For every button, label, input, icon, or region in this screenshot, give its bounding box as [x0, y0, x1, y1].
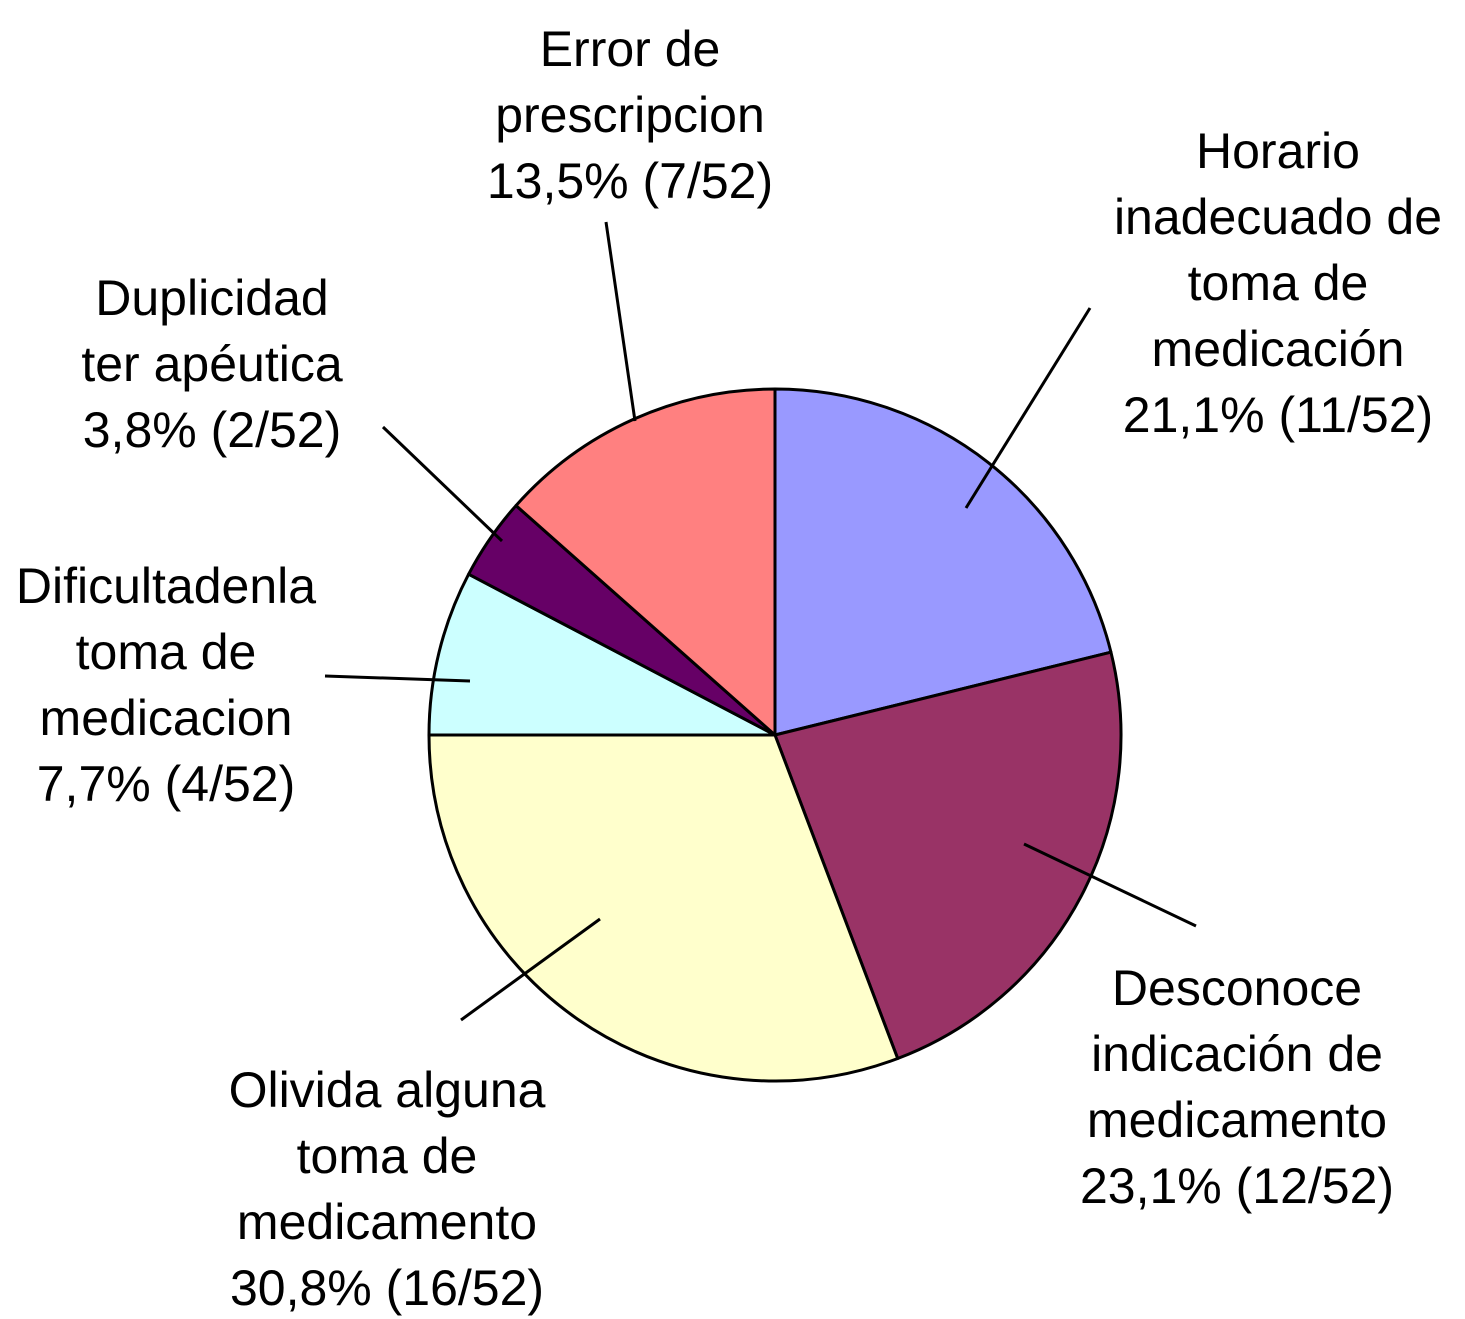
slice-label-line: 3,8% (2/52) — [83, 402, 341, 458]
slice-label-line: ter apéutica — [81, 336, 342, 392]
slice-label-line: toma de — [76, 624, 257, 680]
slice-label-line: Horario — [1196, 123, 1360, 179]
slice-label-line: toma de — [297, 1128, 478, 1184]
slice-label-line: 7,7% (4/52) — [37, 756, 295, 812]
slice-label-line: Error de — [540, 21, 721, 77]
slice-label-line: medicacion — [40, 690, 293, 746]
slice-label-line: toma de — [1188, 255, 1369, 311]
slice-label-line: prescripcion — [495, 87, 765, 143]
leader-line-1 — [1023, 842, 1197, 928]
pie-slice-0 — [773, 387, 1113, 737]
slice-label-line: medicamento — [1087, 1092, 1387, 1148]
leader-line-4 — [381, 425, 504, 543]
slice-label-line: medicamento — [237, 1194, 537, 1250]
slice-label-line: 30,8% (16/52) — [230, 1260, 544, 1316]
slice-label-line: Desconoce — [1112, 960, 1362, 1016]
slice-label-1: Desconoce indicación de medicamento 23,1% (… — [1080, 960, 1394, 1214]
slice-label-line: 13,5% (7/52) — [487, 153, 773, 209]
slice-label-5: Error de prescripcion 13,5% (7/52) — [487, 21, 773, 209]
slice-label-line: inadecuado de — [1114, 189, 1442, 245]
slice-label-3: Dificultadenla toma de medicacion 7,7% (4/5… — [16, 558, 316, 812]
pie-slice-3 — [427, 572, 777, 737]
leader-lines — [324, 221, 1197, 1022]
pie-slice-2 — [427, 733, 900, 1083]
slice-label-line: 21,1% (11/52) — [1123, 387, 1433, 443]
slice-labels: Horario inadecuado de toma de medicación 21,… — [16, 21, 1442, 1316]
leader-line-3 — [324, 674, 471, 683]
pie-slice-1 — [773, 650, 1123, 1061]
slice-label-0: Horario inadecuado de toma de medicación 21,… — [1114, 123, 1442, 443]
slice-label-line: indicación de — [1091, 1026, 1383, 1082]
slice-label-line: Duplicidad — [95, 270, 328, 326]
slice-label-line: medicación — [1152, 321, 1405, 377]
leader-line-2 — [460, 917, 601, 1022]
leader-line-5 — [604, 221, 637, 422]
slice-label-line: 23,1% (12/52) — [1080, 1158, 1394, 1214]
pie-slice-5 — [514, 387, 777, 737]
slice-label-2: Olivida alguna toma de medicamento 30,8% (1… — [229, 1062, 546, 1316]
slice-label-line: Dificultadenla — [16, 558, 316, 614]
leader-line-0 — [964, 307, 1092, 509]
pie-slices — [427, 387, 1123, 1083]
slice-label-4: Duplicidad ter apéutica 3,8% (2/52) — [81, 270, 342, 458]
slice-label-line: Olivida alguna — [229, 1062, 546, 1118]
